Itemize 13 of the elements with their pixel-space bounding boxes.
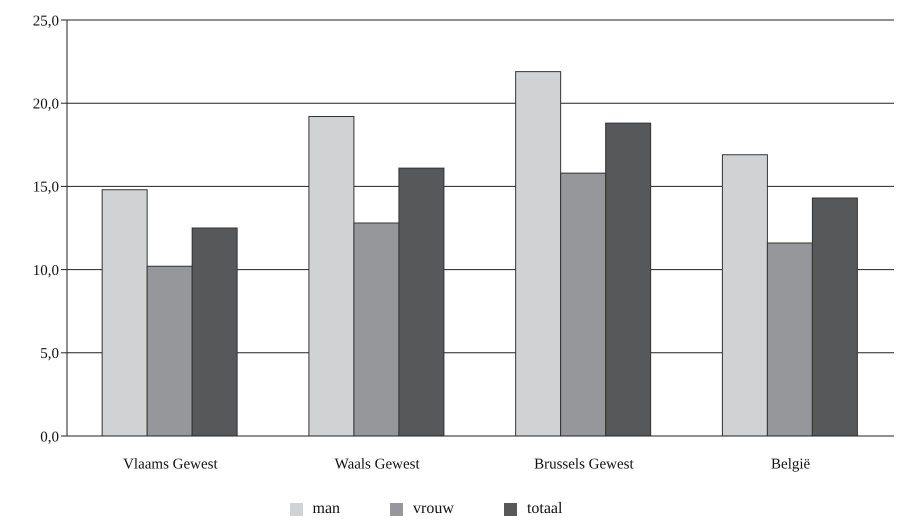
- y-tick-label: 15,0: [32, 180, 59, 196]
- y-tick-label: 20,0: [32, 96, 59, 113]
- x-tick-label: Waals Gewest: [334, 456, 420, 473]
- y-tick-label: 0,0: [40, 429, 59, 446]
- legend-label: man: [312, 500, 340, 517]
- legend-label: vrouw: [413, 500, 454, 517]
- x-tick-label: Vlaams Gewest: [123, 456, 218, 473]
- x-tick-label: België: [771, 456, 811, 473]
- legend-label: totaal: [526, 500, 562, 517]
- y-tick-label: 5,0: [40, 346, 59, 362]
- y-tick-label: 10,0: [32, 262, 59, 279]
- y-tick-label: 25,0: [32, 13, 59, 30]
- x-tick-label: Brussels Gewest: [534, 456, 634, 473]
